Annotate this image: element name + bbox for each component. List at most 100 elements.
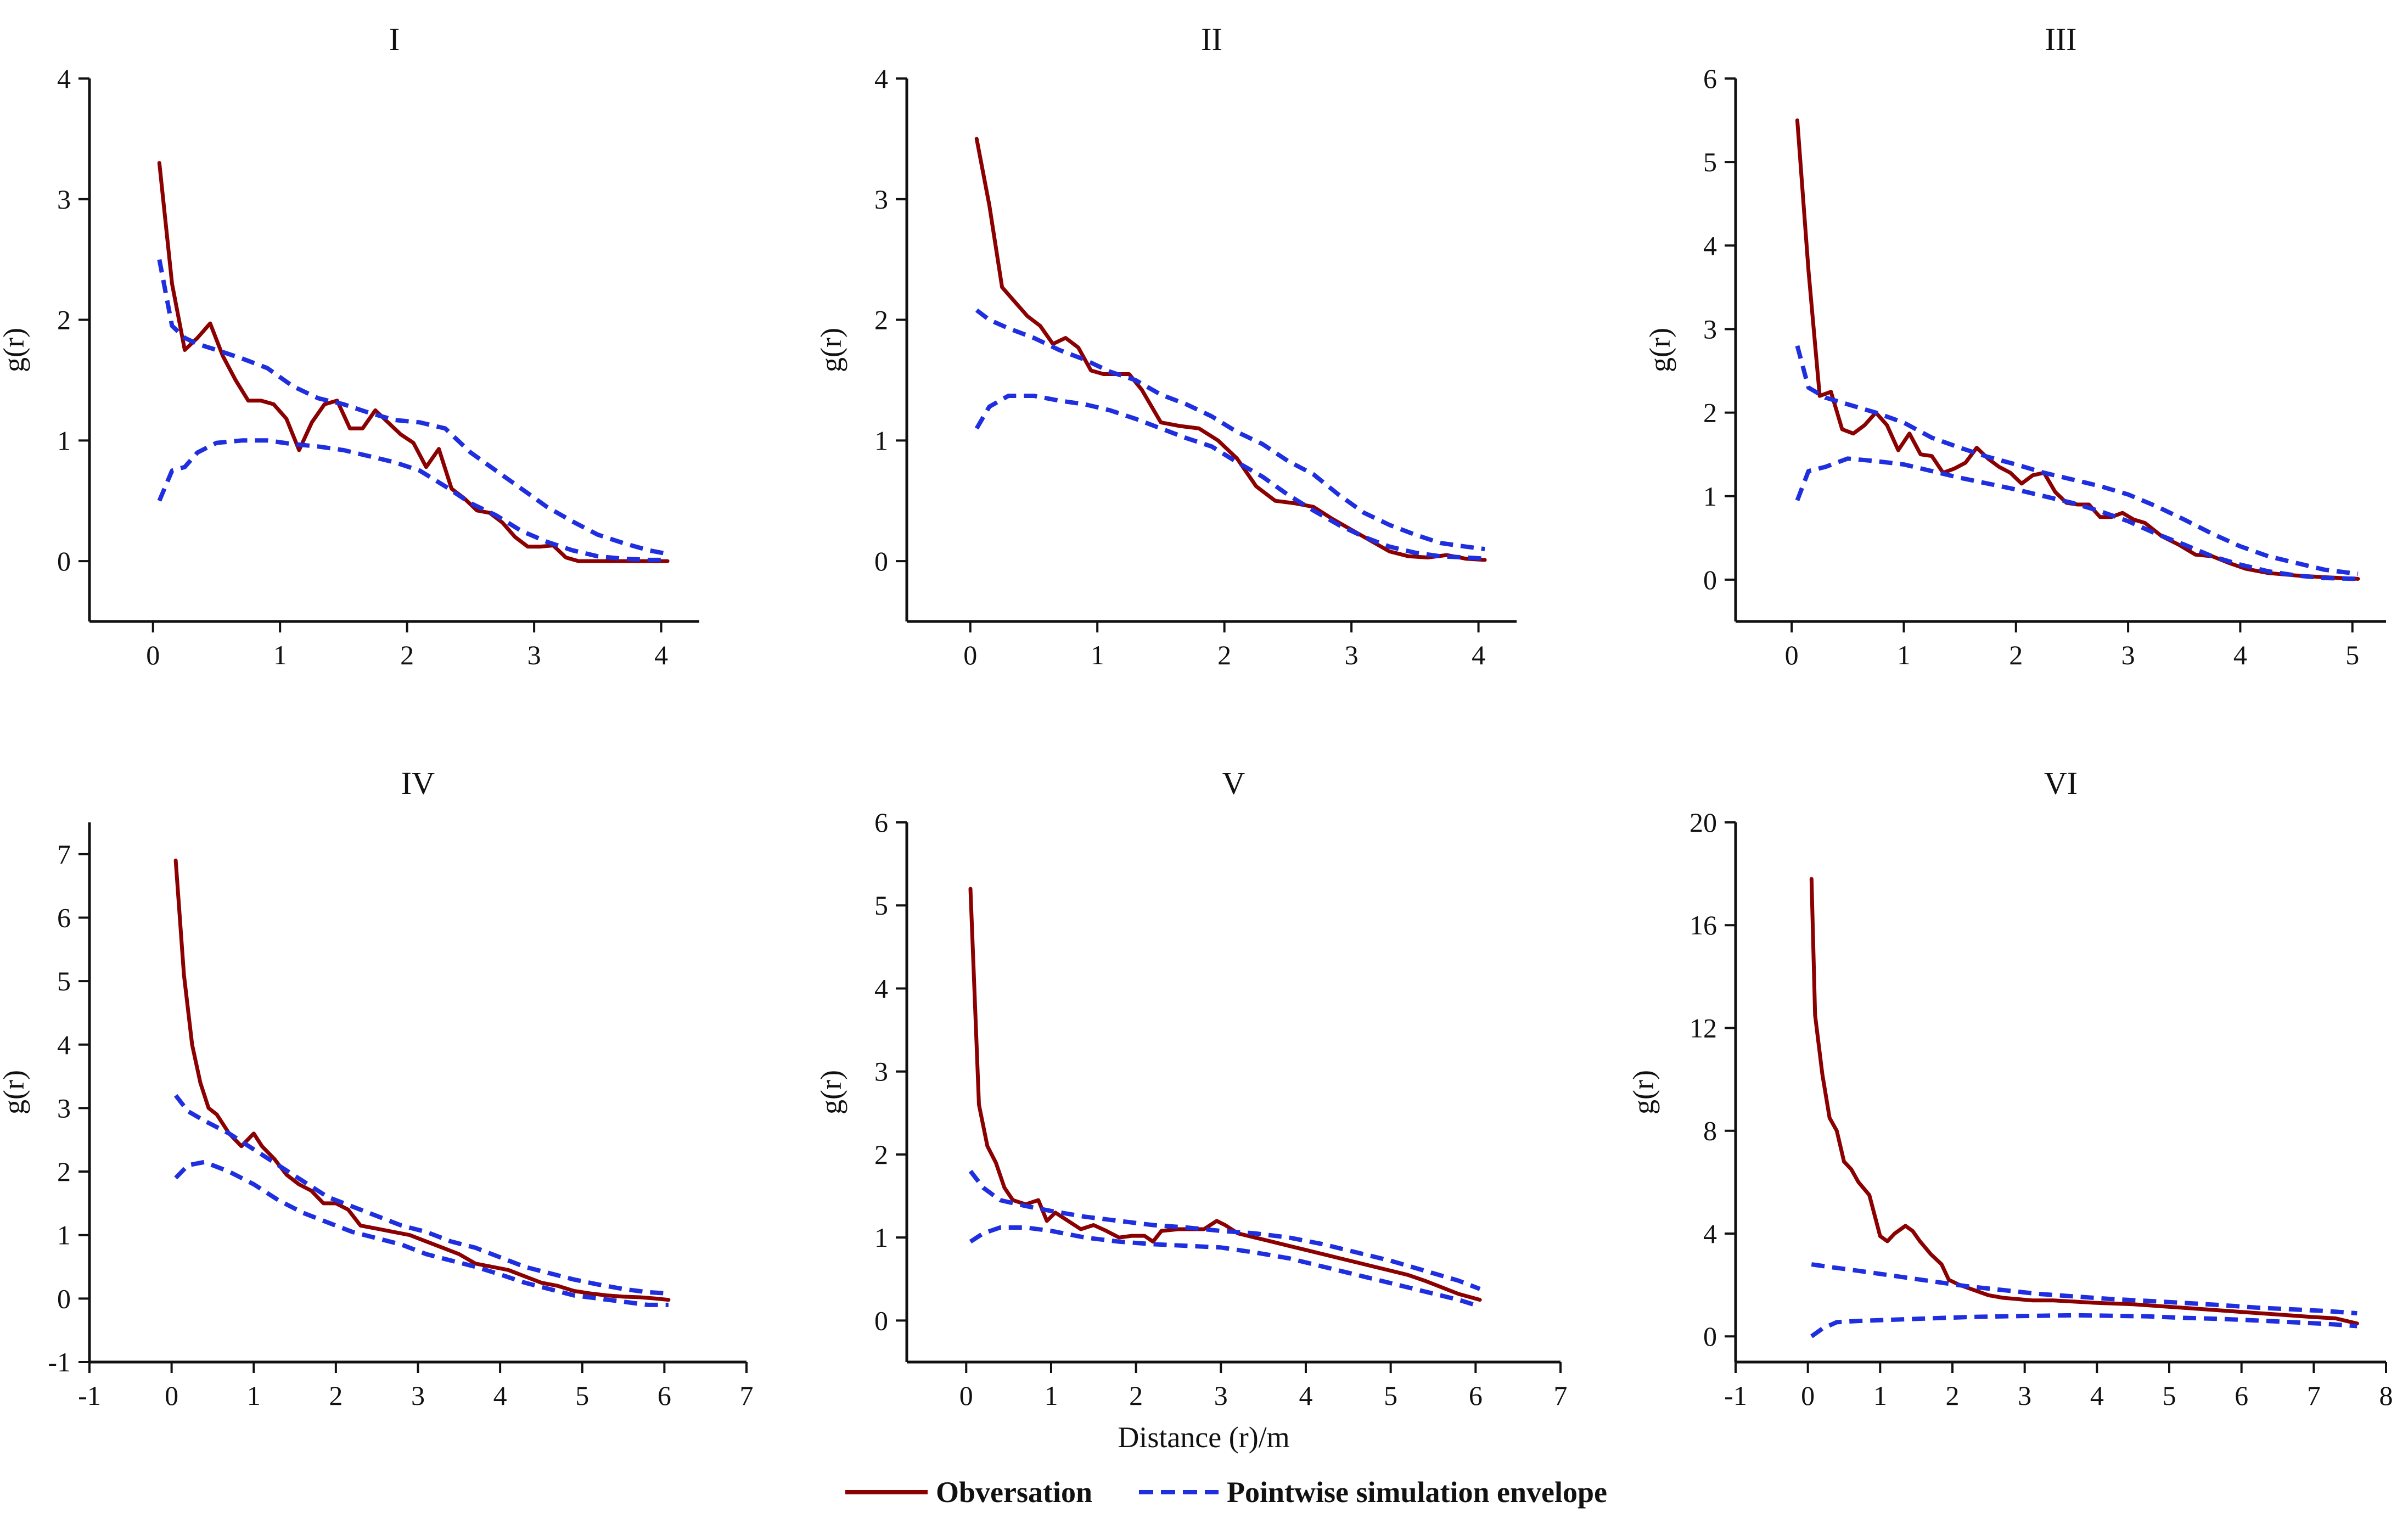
y-axis-label: g(r) xyxy=(1643,328,1676,372)
x-tick-label: 6 xyxy=(658,1380,671,1411)
x-tick-label: 0 xyxy=(1801,1380,1815,1411)
y-tick-label: 4 xyxy=(874,973,888,1004)
x-tick-label: 0 xyxy=(1785,640,1799,670)
y-tick-label: 1 xyxy=(874,425,888,456)
y-tick-label: 1 xyxy=(874,1222,888,1253)
x-tick-label: 1 xyxy=(1873,1380,1887,1411)
y-tick-label: 2 xyxy=(874,305,888,335)
y-tick-label: 3 xyxy=(874,1056,888,1087)
y-tick-label: 6 xyxy=(57,902,71,933)
y-tick-label: 20 xyxy=(1689,807,1717,838)
x-tick-label: 5 xyxy=(575,1380,589,1411)
y-tick-label: 4 xyxy=(1703,1218,1717,1249)
y-tick-label: 1 xyxy=(57,425,71,456)
x-tick-label: 0 xyxy=(165,1380,178,1411)
y-tick-label: 4 xyxy=(874,63,888,94)
x-tick-label: 1 xyxy=(273,640,287,670)
y-axis-label: g(r) xyxy=(0,328,30,372)
y-axis-label: g(r) xyxy=(815,1070,847,1114)
x-tick-label: 1 xyxy=(1091,640,1104,670)
observation-line xyxy=(157,161,670,563)
y-tick-label: 6 xyxy=(1703,63,1717,94)
panel-title: VI xyxy=(2044,765,2078,801)
x-tick-label: 0 xyxy=(963,640,977,670)
y-tick-label: 3 xyxy=(1703,313,1717,344)
x-tick-label: 2 xyxy=(400,640,414,670)
x-tick-label: 6 xyxy=(2235,1380,2248,1411)
y-tick-label: 0 xyxy=(57,1283,71,1314)
y-tick-label: 1 xyxy=(1703,481,1717,512)
y-tick-label: 8 xyxy=(1703,1116,1717,1146)
envelope-upper-line xyxy=(1811,1262,2358,1316)
y-axis-label: g(r) xyxy=(1627,1070,1660,1114)
y-tick-label: 7 xyxy=(57,839,71,870)
observation-line xyxy=(1795,118,2360,581)
x-tick-label: 3 xyxy=(527,640,541,670)
x-tick-label: 4 xyxy=(1299,1380,1312,1411)
envelope-lower-line xyxy=(174,1159,669,1307)
x-tick-label: 4 xyxy=(2233,640,2247,670)
envelope-upper-line xyxy=(968,1169,1481,1291)
y-tick-label: 5 xyxy=(57,966,71,996)
envelope-lower-line xyxy=(157,438,668,562)
observation-line xyxy=(974,137,1487,562)
x-axis-label: Distance (r)/m xyxy=(1118,1421,1289,1454)
y-tick-label: 0 xyxy=(874,1305,888,1336)
panel-5: V 0 1 2 3 4 5 6 7 0 1 2 3 4 5 6 g(r) xyxy=(815,765,1568,1411)
envelope-lower-line xyxy=(1795,456,2358,581)
y-axis-label: g(r) xyxy=(815,328,847,372)
y-tick-label: 4 xyxy=(57,1029,71,1060)
y-tick-label: 16 xyxy=(1689,910,1717,940)
x-tick-label: 0 xyxy=(146,640,160,670)
x-tick-label: 2 xyxy=(1946,1380,1960,1411)
y-tick-label: 3 xyxy=(57,184,71,215)
x-tick-label: 4 xyxy=(2090,1380,2104,1411)
x-tick-label: 5 xyxy=(2345,640,2359,670)
envelope-lower-line xyxy=(969,1225,1481,1309)
x-tick-label: 2 xyxy=(2009,640,2023,670)
y-tick-label: 2 xyxy=(57,305,71,335)
y-axis-label: g(r) xyxy=(0,1070,30,1114)
legend-observation-label: Obversation xyxy=(936,1476,1092,1509)
legend-envelope-label: Pointwise simulation envelope xyxy=(1227,1476,1607,1509)
x-tick-label: 5 xyxy=(2163,1380,2176,1411)
x-tick-label: 1 xyxy=(1044,1380,1058,1411)
y-tick-label: 2 xyxy=(874,1139,888,1170)
x-tick-label: 3 xyxy=(1345,640,1359,670)
y-tick-label: -1 xyxy=(48,1347,71,1377)
x-tick-label: 4 xyxy=(1472,640,1485,670)
panel-3: III 0 1 2 3 4 5 0 1 2 3 4 5 6 g(r) xyxy=(1643,21,2386,670)
y-tick-label: 4 xyxy=(1703,230,1717,261)
panel-title: III xyxy=(2045,21,2077,57)
observation-line xyxy=(173,858,671,1302)
panel-4: IV -1 0 1 2 3 4 5 6 7 -1 0 1 2 3 4 5 6 7 g(r) xyxy=(0,765,754,1411)
y-tick-label: 3 xyxy=(57,1092,71,1123)
x-tick-label: 3 xyxy=(411,1380,425,1411)
y-tick-label: 5 xyxy=(1703,147,1717,177)
x-tick-label: 4 xyxy=(493,1380,507,1411)
x-tick-label: 1 xyxy=(247,1380,261,1411)
x-tick-label: 7 xyxy=(2307,1380,2321,1411)
x-tick-label: 3 xyxy=(2018,1380,2031,1411)
envelope-upper-line xyxy=(157,259,668,556)
panel-title: I xyxy=(389,21,400,57)
y-tick-label: 4 xyxy=(57,63,71,94)
x-tick-label: 1 xyxy=(1897,640,1911,670)
legend: Obversation Pointwise simulation envelop… xyxy=(845,1476,1607,1509)
y-tick-label: 12 xyxy=(1689,1012,1717,1043)
x-tick-label: 7 xyxy=(740,1380,754,1411)
y-tick-label: 2 xyxy=(1703,397,1717,428)
x-tick-label: -1 xyxy=(78,1380,101,1411)
y-tick-label: 0 xyxy=(874,546,888,576)
x-tick-label: 4 xyxy=(654,640,668,670)
panel-title: II xyxy=(1201,21,1222,57)
x-tick-label: 6 xyxy=(1469,1380,1483,1411)
y-tick-label: 5 xyxy=(874,890,888,921)
envelope-lower-line xyxy=(974,394,1485,561)
y-tick-label: 0 xyxy=(1703,1321,1717,1352)
y-tick-label: 0 xyxy=(57,546,71,576)
x-tick-label: 3 xyxy=(1214,1380,1228,1411)
y-tick-label: 1 xyxy=(57,1220,71,1251)
y-tick-label: 0 xyxy=(1703,564,1717,595)
